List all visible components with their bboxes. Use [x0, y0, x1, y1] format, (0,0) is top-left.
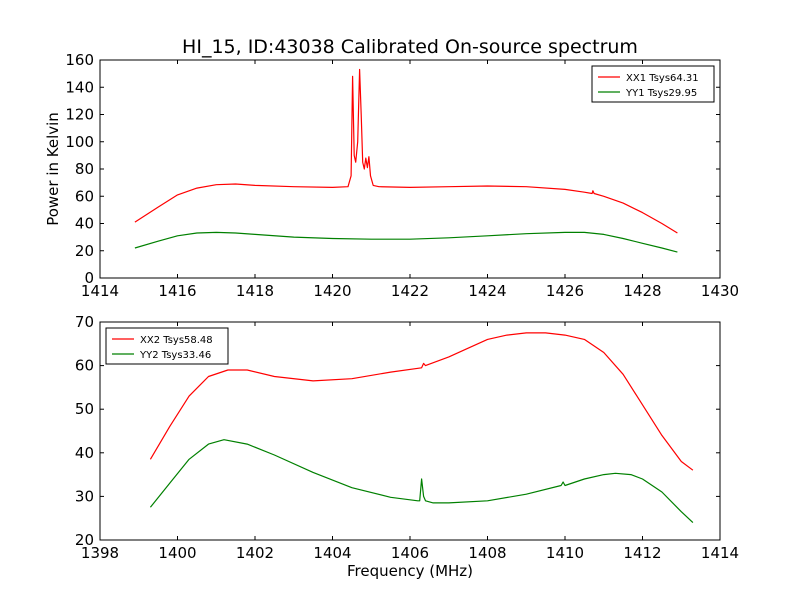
- legend-2: XX2 Tsys58.48 YY2 Tsys33.46: [105, 327, 229, 365]
- chart-title: HI_15, ID:43038 Calibrated On-source spe…: [182, 36, 638, 58]
- x-tick-label: 1400: [158, 544, 196, 562]
- y-tick-label: 40: [75, 215, 94, 233]
- y-tick-label: 30: [75, 487, 94, 505]
- legend-box: [105, 327, 229, 365]
- y-tick-label: 60: [75, 357, 94, 375]
- x-tick-label: 1406: [391, 544, 429, 562]
- series-line-2-2: [149, 439, 694, 524]
- series-line-1-2: [134, 231, 678, 253]
- y-tick-label: 100: [65, 133, 94, 151]
- y-tick-label: 140: [65, 78, 94, 96]
- y-tick-label: 0: [84, 269, 94, 287]
- x-tick-label: 1402: [236, 544, 274, 562]
- x-axis-label: Frequency (MHz): [347, 562, 473, 580]
- legend-label: XX2 Tsys58.48: [140, 335, 213, 346]
- legend-label: YY1 Tsys29.95: [625, 88, 697, 99]
- legend-box: [591, 65, 715, 103]
- legend-label: YY2 Tsys33.46: [139, 350, 211, 361]
- x-tick-label: 1410: [546, 544, 584, 562]
- y-tick-label: 70: [75, 313, 94, 331]
- x-tick-label: 1414: [81, 282, 119, 300]
- y-tick-label: 80: [75, 160, 94, 178]
- x-tick-label: 1408: [468, 544, 506, 562]
- x-tick-label: 1420: [313, 282, 351, 300]
- y-tick-label: 40: [75, 444, 94, 462]
- x-tick-label: 1412: [623, 544, 661, 562]
- y-tick-label: 60: [75, 187, 94, 205]
- series-line-1-1: [134, 68, 678, 234]
- y-tick-label: 120: [65, 106, 94, 124]
- series-line-2-1: [149, 332, 694, 471]
- x-tick-label: 1426: [546, 282, 584, 300]
- plot-area-2: [149, 332, 694, 524]
- legend-label: XX1 Tsys64.31: [626, 73, 699, 84]
- x-tick-label: 1430: [701, 282, 739, 300]
- x-tick-label: 1424: [468, 282, 506, 300]
- x-tick-label: 1404: [313, 544, 351, 562]
- x-tick-label: 1418: [236, 282, 274, 300]
- legend-1: XX1 Tsys64.31 YY1 Tsys29.95: [591, 65, 715, 103]
- y-tick-label: 20: [75, 242, 94, 260]
- x-tick-label: 1422: [391, 282, 429, 300]
- y-tick-label: 160: [65, 51, 94, 69]
- y-tick-label: 20: [75, 531, 94, 549]
- y-axis-label: Power in Kelvin: [44, 112, 62, 226]
- y-tick-label: 50: [75, 400, 94, 418]
- x-tick-label: 1398: [81, 544, 119, 562]
- x-tick-label: 1428: [623, 282, 661, 300]
- x-tick-label: 1416: [158, 282, 196, 300]
- x-tick-label: 1414: [701, 544, 739, 562]
- plot-area-1: [134, 68, 678, 253]
